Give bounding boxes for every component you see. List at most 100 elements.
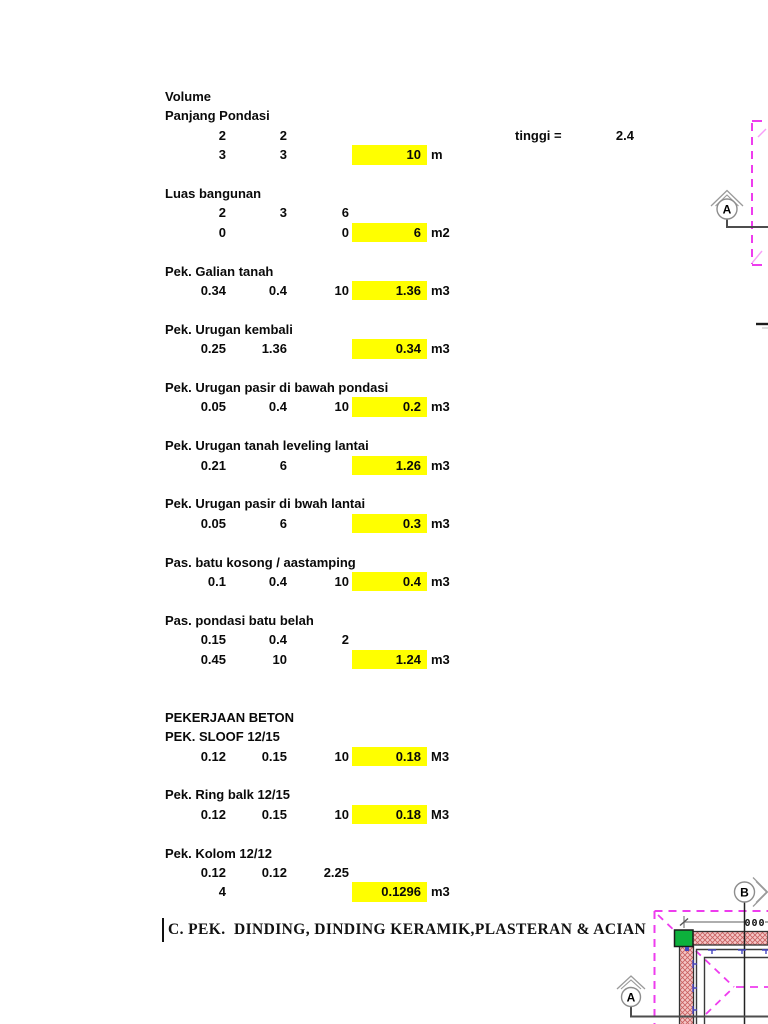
sheet-row bbox=[165, 824, 685, 843]
highlighted-result: 1.24 bbox=[352, 649, 427, 669]
highlighted-result: 1.36 bbox=[352, 281, 427, 301]
value-col2: 2 bbox=[279, 127, 287, 143]
sheet-row: 0.25 1.36 0.34 m3 bbox=[165, 339, 685, 359]
sheet-row: 0.12 0.15 10 0.18 M3 bbox=[165, 804, 685, 825]
value-col3: 0 bbox=[341, 224, 349, 240]
value-col2: 0.12 bbox=[261, 865, 287, 880]
sheet-row: Panjang Pondasi bbox=[165, 106, 685, 125]
marker-circle bbox=[733, 881, 756, 903]
value-col3: 2 bbox=[341, 632, 349, 648]
value-col1: 0.12 bbox=[200, 748, 226, 764]
value-col2: 3 bbox=[279, 205, 287, 221]
value-col2: 0.4 bbox=[268, 399, 287, 415]
dashed-diagonal bbox=[657, 914, 735, 988]
marker-letter: A bbox=[723, 203, 732, 217]
section-title: C. PEK. DINDING, DINDING KERAMIK,PLASTER… bbox=[162, 918, 646, 942]
unit-label: m3 bbox=[431, 574, 450, 589]
marker-chevron-icon bbox=[752, 877, 768, 907]
value-col1: 0.15 bbox=[200, 632, 226, 648]
value-col3: 10 bbox=[334, 283, 349, 298]
sheet-row: Pek. Urugan tanah leveling lantai bbox=[165, 436, 685, 455]
marker-circle bbox=[716, 198, 738, 220]
row-label: Pek. Urugan kembali bbox=[165, 321, 293, 337]
sheet-row: 0.05 6 0.3 m3 bbox=[165, 513, 685, 534]
row-label: Luas bangunan bbox=[165, 186, 262, 201]
sheet-row bbox=[165, 242, 685, 261]
dimension-line: 000 bbox=[679, 916, 768, 929]
marker-chevron-icon bbox=[616, 975, 646, 990]
grid-marker-a-bottom: A bbox=[616, 975, 768, 1018]
wall-vertical bbox=[678, 945, 695, 1024]
value-col1: 0.25 bbox=[200, 341, 226, 357]
volume-worksheet: Volume Panjang Pondasi 2 2 tinggi = 2.4 3 3 10 m L… bbox=[165, 0, 685, 920]
highlighted-result: 0.4 bbox=[352, 572, 427, 592]
highlighted-result: 1.26 bbox=[352, 455, 427, 475]
inner-outline-1 bbox=[695, 948, 768, 1024]
rebar-ticks bbox=[685, 947, 768, 1014]
row-label: Pek. Urugan pasir di bawah pondasi bbox=[165, 380, 389, 395]
sheet-row bbox=[165, 300, 685, 319]
row-label: Pek. Urugan tanah leveling lantai bbox=[165, 438, 369, 454]
sheet-row: Pas. pondasi batu belah bbox=[165, 611, 685, 630]
diagonal-dash bbox=[757, 128, 767, 138]
value-col1: 0.34 bbox=[200, 283, 226, 298]
sheet-row: 2 2 tinggi = 2.4 bbox=[165, 126, 685, 145]
highlighted-result: 0.18 bbox=[352, 746, 427, 766]
value-col3: 10 bbox=[334, 806, 349, 822]
dimension-text: 000 bbox=[744, 918, 765, 929]
value-col2: 1.36 bbox=[261, 341, 287, 357]
unit-label: m3 bbox=[431, 283, 450, 298]
unit-label: m3 bbox=[431, 457, 450, 473]
row-label: Pas. batu kosong / aastamping bbox=[165, 554, 356, 570]
tinggi-label: tinggi = bbox=[515, 127, 562, 143]
sheet-row bbox=[165, 417, 685, 436]
row-label: Pek. Galian tanah bbox=[165, 263, 274, 279]
value-col2: 0.4 bbox=[268, 574, 287, 589]
sheet-row: 0.34 0.4 10 1.36 m3 bbox=[165, 281, 685, 301]
sheet-row: Pek. Urugan pasir di bwah lantai bbox=[165, 494, 685, 513]
sheet-row bbox=[165, 165, 685, 184]
value-col2: 0.4 bbox=[268, 283, 287, 298]
sheet-row: 0.12 0.12 2.25 bbox=[165, 863, 685, 882]
row-label: PEK. SLOOF 12/15 bbox=[165, 729, 280, 745]
sheet-row: 0.15 0.4 2 bbox=[165, 630, 685, 649]
sheet-row bbox=[165, 688, 685, 707]
sheet-row bbox=[165, 533, 685, 552]
sheet-row: Pek. Kolom 12/12 bbox=[165, 844, 685, 863]
sheet-row: 0.05 0.4 10 0.2 m3 bbox=[165, 397, 685, 417]
sheet-row bbox=[165, 766, 685, 785]
unit-label: m bbox=[431, 147, 443, 163]
marker-circle bbox=[620, 986, 642, 1008]
marker-chevron-icon bbox=[620, 979, 642, 990]
sheet-row: 0.45 10 1.24 m3 bbox=[165, 649, 685, 669]
highlighted-result: 0.1296 bbox=[352, 882, 427, 902]
unit-label: m3 bbox=[431, 884, 450, 900]
value-col1: 0.45 bbox=[200, 651, 226, 667]
row-label: Pek. Ring balk 12/15 bbox=[165, 787, 291, 803]
value-col1: 0.21 bbox=[200, 457, 226, 473]
sheet-row: Pek. Ring balk 12/15 bbox=[165, 785, 685, 804]
value-col3: 6 bbox=[341, 205, 349, 221]
value-col2: 6 bbox=[279, 515, 287, 531]
sheet-row: PEKERJAAN BETON bbox=[165, 708, 685, 727]
value-col2: 0.15 bbox=[261, 806, 287, 822]
marker-chevron-icon bbox=[710, 189, 744, 207]
sheet-row: 0.21 6 1.26 m3 bbox=[165, 455, 685, 475]
value-col1: 0.1 bbox=[207, 574, 226, 589]
marker-leader-line bbox=[630, 1006, 768, 1018]
section-title-text: C. PEK. DINDING, DINDING KERAMIK,PLASTER… bbox=[168, 921, 647, 938]
value-col3: 10 bbox=[334, 748, 349, 764]
highlighted-result: 10 bbox=[352, 145, 427, 165]
value-col2: 0.4 bbox=[268, 632, 287, 648]
marker-chevron-icon bbox=[755, 881, 768, 903]
column-marker bbox=[673, 929, 694, 948]
sheet-row bbox=[165, 475, 685, 494]
value-col1: 0.12 bbox=[200, 806, 226, 822]
value-col1: 0.05 bbox=[200, 399, 226, 415]
row-label: Pas. pondasi batu belah bbox=[165, 612, 314, 628]
row-label: Panjang Pondasi bbox=[165, 108, 270, 124]
sheet-row: 3 3 10 m bbox=[165, 145, 685, 165]
marker-letter: A bbox=[627, 991, 636, 1005]
sheet-row bbox=[165, 591, 685, 610]
